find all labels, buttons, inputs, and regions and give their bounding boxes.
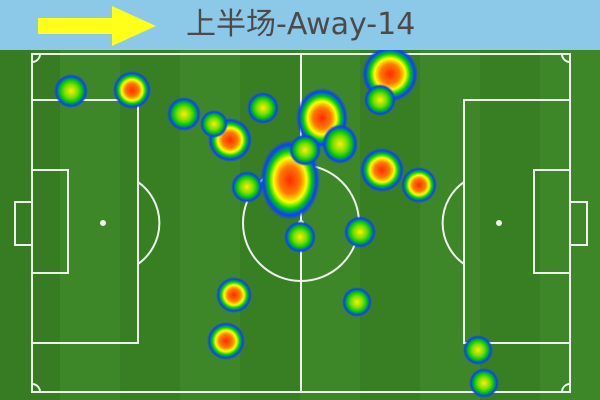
- heat-spot: [364, 84, 396, 116]
- heat-spot: [344, 216, 376, 248]
- left-goal: [14, 201, 33, 246]
- heat-spot: [113, 71, 151, 109]
- heat-spot: [216, 277, 252, 313]
- heat-spot: [200, 110, 228, 138]
- heat-spot: [284, 221, 316, 253]
- corner-arc-br: [561, 383, 571, 393]
- right-penalty-spot: [496, 220, 502, 226]
- left-penalty-spot: [100, 220, 106, 226]
- page-title: 上半场-Away-14: [186, 7, 416, 42]
- heat-spot: [360, 148, 404, 192]
- corner-arc-tr: [561, 53, 571, 63]
- right-penalty-arc: [441, 181, 465, 265]
- title-bar: 上半场-Away-14: [0, 0, 600, 50]
- corner-arc-bl: [31, 383, 41, 393]
- heatmap-layer: [54, 50, 499, 398]
- right-goal: [569, 201, 588, 246]
- heat-spot: [247, 92, 279, 124]
- football-pitch: [0, 50, 600, 400]
- arrow-right-icon: [38, 6, 156, 46]
- grass-stripe: [0, 50, 60, 400]
- heat-spot: [231, 171, 263, 203]
- heat-spot: [207, 322, 245, 360]
- heat-spot: [54, 74, 88, 108]
- heat-spot: [463, 335, 493, 365]
- heat-spot: [469, 368, 499, 398]
- arrow-right-shape: [38, 6, 156, 46]
- left-penalty-arc: [137, 181, 161, 265]
- heat-spot: [322, 124, 358, 164]
- heat-spot: [289, 134, 321, 166]
- corner-arc-tl: [31, 53, 41, 63]
- heat-spot: [342, 287, 372, 317]
- heat-spot: [401, 167, 437, 203]
- heat-spot: [167, 97, 201, 131]
